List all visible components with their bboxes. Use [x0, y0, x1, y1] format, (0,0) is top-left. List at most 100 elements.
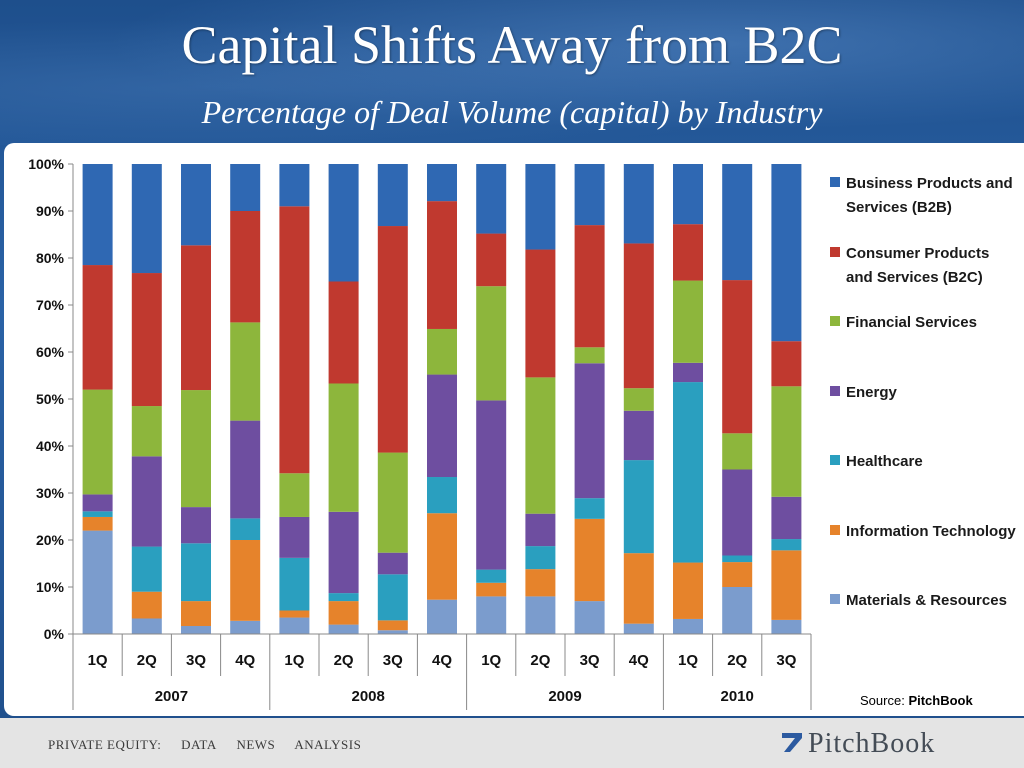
y-tick-label: 70% — [36, 297, 65, 313]
bar-segment — [722, 164, 753, 281]
bar-segment — [181, 601, 211, 627]
y-tick-label: 100% — [28, 156, 64, 172]
x-group-label: 2008 — [352, 688, 385, 705]
x-tick-label: 1Q — [678, 652, 698, 669]
bar-segment — [230, 620, 261, 634]
bar-segment — [574, 363, 605, 499]
legend-label: Healthcare — [846, 453, 923, 470]
bar-segment — [525, 546, 556, 570]
bar-segment — [722, 433, 753, 470]
y-tick-label: 80% — [36, 250, 65, 266]
bar-segment — [427, 599, 457, 634]
source-name: PitchBook — [908, 693, 973, 708]
bar-segment — [673, 224, 703, 281]
bar-segment — [476, 569, 507, 583]
stacked-bar-chart: 0% 10% 20% 30% 40% 50% 60% 70% 80% 90% 100% 1Q 2Q 3Q 4… — [28, 156, 812, 710]
x-group-label: 2009 — [548, 688, 581, 705]
bar-segment — [377, 620, 408, 631]
bar-segment — [476, 164, 507, 234]
x-tick-label: 3Q — [776, 652, 796, 669]
bar-segment — [771, 539, 802, 551]
bar-segment — [427, 164, 457, 202]
bar-segment — [377, 164, 408, 227]
bar-segment — [377, 574, 408, 621]
bar-segment — [181, 164, 211, 246]
bar-segment — [181, 390, 211, 508]
footer-bar — [0, 718, 1024, 768]
bar-segment — [771, 496, 802, 540]
bar-segment — [279, 557, 310, 611]
bar-segment — [771, 341, 802, 387]
bar-segment — [476, 400, 507, 570]
y-tick-label: 30% — [36, 485, 65, 501]
bar-segment — [574, 225, 605, 348]
bar-segment — [377, 630, 408, 634]
legend-swatch — [830, 455, 840, 465]
bar-segment — [476, 286, 507, 401]
bar-segment — [673, 164, 703, 225]
bar-segment — [230, 322, 261, 421]
x-group-label: 2007 — [155, 688, 188, 705]
bar-segment — [623, 410, 654, 461]
bar-segment — [525, 513, 556, 547]
legend-swatch — [830, 594, 840, 604]
bar-segment — [427, 374, 457, 478]
bar-segment — [427, 477, 457, 514]
bar-segment — [131, 546, 162, 592]
y-tick-label: 20% — [36, 532, 65, 548]
bar-segment — [623, 623, 654, 634]
legend-label: Energy — [846, 383, 897, 401]
legend-label: Business Products and Services (B2B) — [846, 175, 1013, 216]
bar-segment — [623, 460, 654, 554]
footer-nav-data[interactable]: DATA — [181, 737, 217, 752]
bar-segment — [82, 494, 113, 512]
bar-segment — [574, 498, 605, 519]
bar-segment — [82, 389, 113, 495]
y-tick-label: 0% — [44, 626, 65, 642]
bar-segment — [377, 226, 408, 453]
bar-segment — [722, 587, 753, 634]
legend-label: Information Technology — [846, 522, 1016, 540]
brand-name: PitchBook — [808, 728, 936, 759]
bar-segment — [476, 596, 507, 634]
bar-segment — [427, 513, 457, 600]
bar-segment — [181, 626, 211, 634]
bar-segment — [328, 624, 359, 634]
bar-segment — [722, 555, 753, 563]
bar-segment — [131, 273, 162, 407]
legend-swatch — [830, 385, 840, 396]
x-group-label: 2010 — [721, 688, 754, 705]
x-tick-label: 3Q — [580, 652, 600, 669]
bar-segment — [181, 543, 211, 602]
source-note: Source: PitchBook — [860, 693, 1020, 708]
bar-segment — [279, 516, 310, 558]
bar-segment — [377, 552, 408, 575]
bar-segment — [82, 530, 113, 634]
x-tick-label: 4Q — [629, 652, 649, 669]
bar-segment — [230, 211, 261, 323]
bar-segment — [328, 281, 359, 384]
bar-segment — [525, 569, 556, 597]
bar-segment — [181, 245, 211, 391]
bar-segment — [131, 618, 162, 634]
chart-panel — [4, 143, 1024, 716]
bar-segment — [574, 347, 605, 364]
bar-segment — [131, 406, 162, 457]
bar-segment — [328, 511, 359, 594]
bar-segment — [82, 516, 113, 531]
y-tick-label: 40% — [36, 438, 65, 454]
x-tick-label: 1Q — [88, 652, 108, 669]
x-tick-label: 2Q — [530, 652, 550, 669]
y-tick-label: 60% — [36, 344, 65, 360]
bar-segment — [328, 601, 359, 625]
bar-segment — [181, 507, 211, 544]
footer-nav-analysis[interactable]: ANALYSIS — [294, 737, 362, 752]
bar-segment — [623, 164, 654, 244]
bar-segment — [131, 164, 162, 274]
bar-segment — [525, 164, 556, 250]
bar-segment — [230, 164, 261, 211]
footer-nav-news[interactable]: NEWS — [236, 737, 276, 752]
y-tick-label: 10% — [36, 579, 65, 595]
bar-segment — [279, 610, 310, 618]
x-tick-label: 1Q — [284, 652, 304, 669]
